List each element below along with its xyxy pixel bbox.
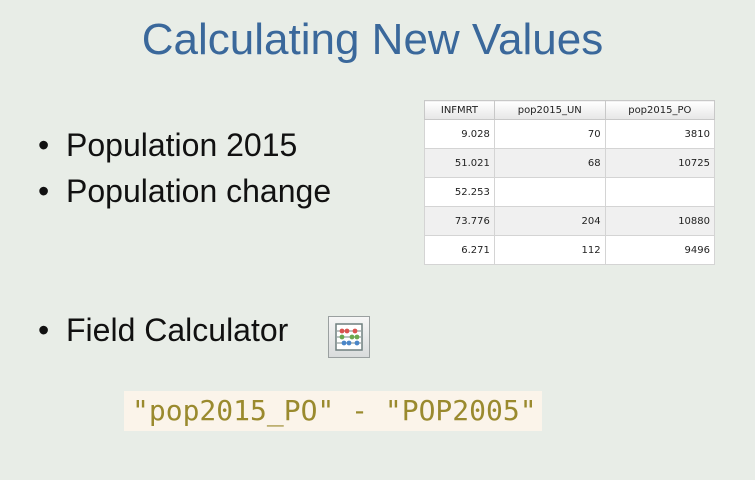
bullet-text: Field Calculator xyxy=(66,312,289,348)
table-row[interactable]: 52.253 xyxy=(424,177,716,207)
table-cell: 68 xyxy=(493,148,606,178)
bullet-text: Population change xyxy=(66,173,332,209)
table-row[interactable]: 73.776 204 10880 xyxy=(424,206,716,236)
table-cell: 73.776 xyxy=(424,206,495,236)
bullet-item: • Population 2015 xyxy=(38,122,331,168)
slide-title: Calculating New Values xyxy=(141,15,604,64)
column-header-pop2015-po[interactable]: pop2015_PO xyxy=(604,100,716,120)
column-header-infmrt[interactable]: INFMRT xyxy=(424,100,495,120)
table-cell: 9496 xyxy=(604,235,716,265)
bullet-item: • Population change xyxy=(38,168,331,214)
table-cell: 204 xyxy=(493,206,606,236)
attribute-table: INFMRT pop2015_UN pop2015_PO 9.028 70 38… xyxy=(424,100,716,265)
abacus-icon xyxy=(335,323,363,351)
table-header-row: INFMRT pop2015_UN pop2015_PO xyxy=(424,100,716,120)
table-cell xyxy=(604,177,716,207)
bullet-item-field-calculator: • Field Calculator xyxy=(38,307,288,353)
bullet-dot: • xyxy=(38,173,50,209)
table-cell: 10880 xyxy=(604,206,716,236)
table-row[interactable]: 51.021 68 10725 xyxy=(424,148,716,178)
field-calculator-button[interactable] xyxy=(328,316,370,358)
table-cell: 10725 xyxy=(604,148,716,178)
bullet-dot: • xyxy=(38,127,50,163)
table-cell: 6.271 xyxy=(424,235,495,265)
table-cell: 3810 xyxy=(604,119,716,149)
bullet-list: • Population 2015 • Population change xyxy=(38,122,331,214)
bullet-dot: • xyxy=(38,312,50,348)
table-row[interactable]: 9.028 70 3810 xyxy=(424,119,716,149)
table-cell: 51.021 xyxy=(424,148,495,178)
bullet-text: Population 2015 xyxy=(66,127,298,163)
table-cell: 9.028 xyxy=(424,119,495,149)
table-cell: 70 xyxy=(493,119,606,149)
column-header-pop2015-un[interactable]: pop2015_UN xyxy=(493,100,606,120)
table-cell xyxy=(493,177,606,207)
table-row[interactable]: 6.271 112 9496 xyxy=(424,235,716,265)
table-cell: 112 xyxy=(493,235,606,265)
field-calculator-expression: "pop2015_PO" - "POP2005" xyxy=(124,391,542,431)
table-cell: 52.253 xyxy=(424,177,495,207)
